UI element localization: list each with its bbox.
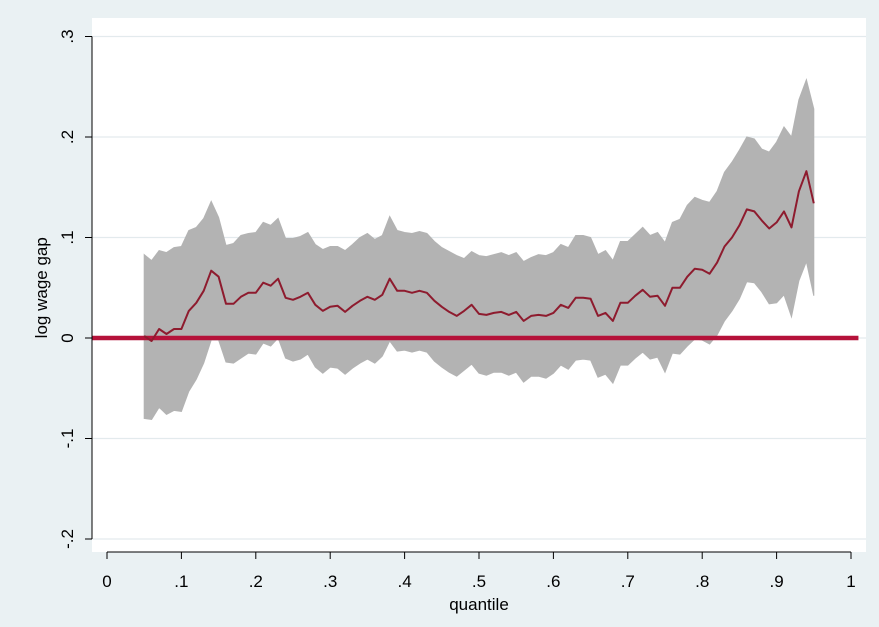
x-tick-label: .3 [323, 572, 337, 591]
y-tick-label: -.2 [58, 529, 77, 549]
x-tick-label: 1 [846, 572, 855, 591]
x-tick-label: .8 [695, 572, 709, 591]
estimate-line [143, 170, 815, 342]
y-tick-label: .1 [58, 230, 77, 244]
x-axis-title: quantile [449, 595, 509, 614]
y-tick-label: 0 [58, 333, 77, 342]
x-tick-label: .2 [249, 572, 263, 591]
estimate-series [143, 170, 815, 342]
confidence-band-area [143, 78, 815, 420]
x-tick-label: .1 [174, 572, 188, 591]
y-tick-label: -.1 [58, 429, 77, 449]
x-tick-label: .7 [621, 572, 635, 591]
confidence-band [143, 78, 815, 420]
y-axis-title: log wage gap [32, 237, 51, 338]
x-axis: 0 .1 .2 .3 .4 .5 .6 .7 .8 .9 1 [102, 551, 856, 591]
x-tick-label: .4 [398, 572, 412, 591]
y-tick-label: .3 [58, 29, 77, 43]
x-tick-label: .5 [472, 572, 486, 591]
x-tick-label: 0 [102, 572, 111, 591]
y-axis: -.2 -.1 0 .1 .2 .3 [58, 29, 93, 549]
x-tick-label: .6 [546, 572, 560, 591]
y-tick-label: .2 [58, 130, 77, 144]
x-tick-label: .9 [770, 572, 784, 591]
